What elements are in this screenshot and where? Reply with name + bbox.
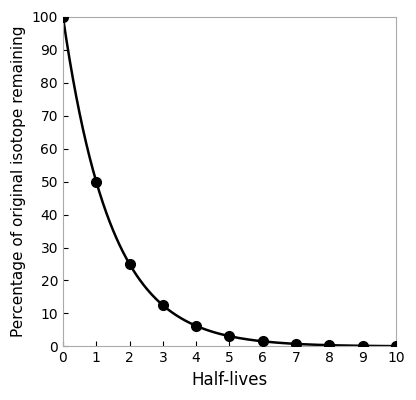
X-axis label: Half-lives: Half-lives <box>191 371 267 389</box>
Y-axis label: Percentage of original isotope remaining: Percentage of original isotope remaining <box>11 26 26 337</box>
